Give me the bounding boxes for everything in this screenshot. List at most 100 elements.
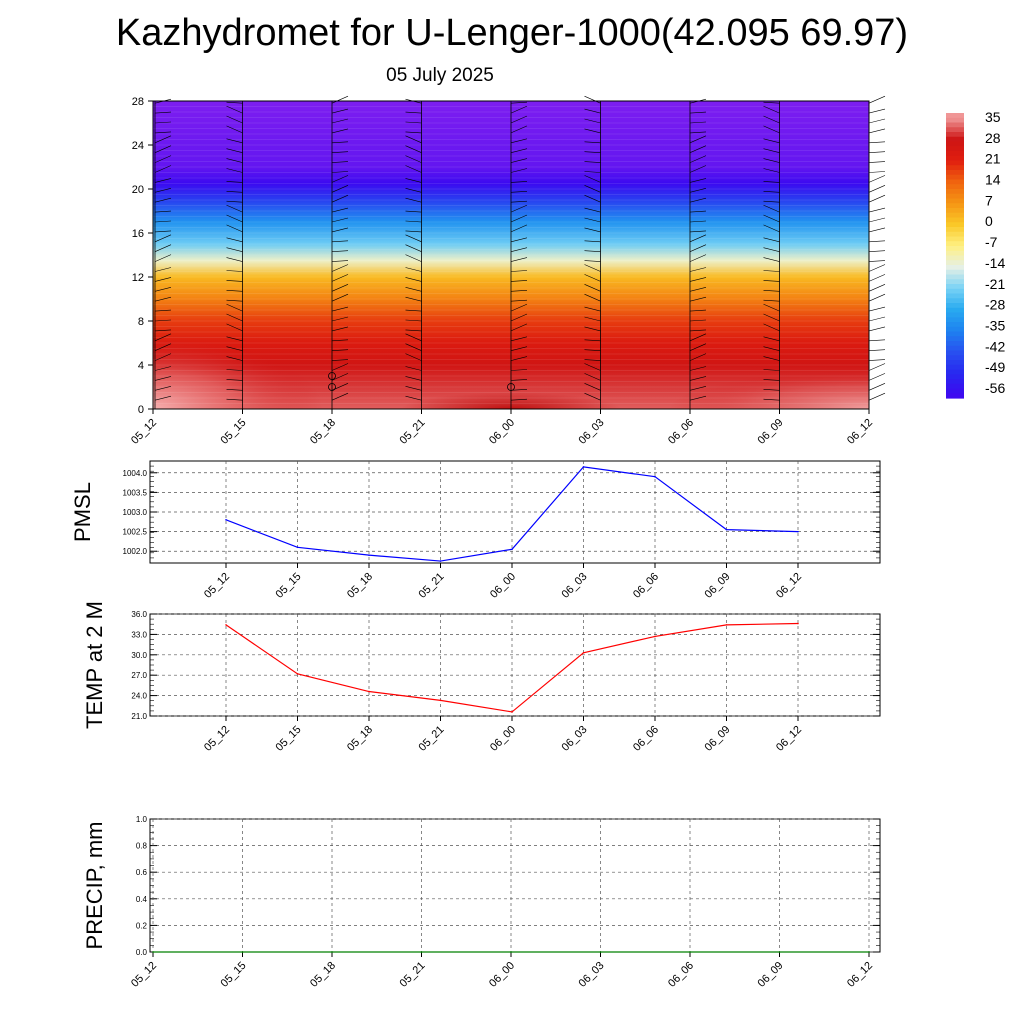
colorbar-swatch	[946, 122, 964, 128]
wind-barb	[154, 145, 172, 153]
wind-barb	[331, 284, 349, 292]
wind-barb	[154, 230, 172, 233]
wind-barb	[154, 178, 172, 183]
wind-barb	[868, 171, 886, 173]
wind-barb	[510, 398, 528, 401]
wind-barb	[689, 121, 707, 124]
colorbar-swatch	[946, 355, 964, 361]
x-tick-label: 05_12	[129, 417, 159, 447]
wind-barb	[689, 131, 707, 134]
wind-barb	[405, 287, 422, 292]
colorbar-swatch	[946, 279, 964, 285]
data-point	[510, 951, 512, 953]
wind-barb	[689, 395, 707, 401]
wind-barb	[868, 108, 886, 114]
colorbar-swatch	[946, 293, 964, 299]
wind-barb	[331, 227, 349, 233]
wind-barb	[584, 118, 601, 124]
wind-barb	[868, 326, 886, 332]
data-point	[296, 673, 299, 675]
data-point	[368, 690, 370, 693]
colorbar-swatch	[946, 274, 964, 280]
wind-barb	[154, 329, 172, 332]
wind-barb	[405, 131, 422, 134]
wind-barb	[154, 287, 172, 292]
wind-barb	[405, 333, 422, 342]
wind-barb	[154, 165, 172, 173]
wind-barb	[868, 118, 886, 124]
data-point	[439, 560, 442, 562]
wind-barb	[763, 181, 780, 183]
colorbar-swatch	[946, 322, 964, 328]
colorbar-swatch	[946, 298, 964, 304]
wind-barb	[763, 356, 780, 361]
wind-barb	[405, 353, 422, 361]
wind-barb	[763, 224, 780, 233]
colorbar-swatch	[946, 165, 964, 171]
y-tick-label: 1002.0	[123, 547, 148, 556]
colorbar-swatch	[946, 345, 964, 352]
panel-frame	[149, 818, 881, 953]
wind-barb	[584, 108, 601, 114]
wind-barb	[331, 95, 349, 104]
wind-barb	[689, 329, 707, 332]
colorbar-swatch	[946, 374, 964, 380]
wind-barb	[689, 254, 707, 262]
wind-barb	[868, 316, 886, 322]
wind-barb	[510, 181, 528, 183]
wind-barb	[405, 155, 422, 163]
data-point	[582, 651, 585, 654]
wind-barb	[331, 260, 349, 262]
data-point	[797, 530, 799, 533]
wind-barb	[868, 264, 886, 272]
wind-barb	[405, 329, 422, 332]
colorbar-swatch	[946, 170, 964, 176]
data-point	[599, 951, 602, 953]
wind-barb	[226, 323, 243, 332]
colorbar-swatch	[946, 184, 964, 190]
colorbar-swatch	[946, 350, 964, 356]
x-tick-label: 05_15	[219, 417, 249, 447]
data-point	[725, 624, 728, 626]
colorbar-swatch	[946, 241, 964, 247]
colorbar-swatch	[946, 307, 964, 314]
wind-barb	[226, 115, 243, 124]
colorbar-label: -42	[985, 338, 1005, 354]
y-tick-label: 0.0	[136, 948, 148, 957]
wind-barb	[154, 296, 172, 302]
wind-barb	[763, 270, 780, 272]
wind-barb	[405, 376, 422, 381]
y-tick-label: 8	[138, 316, 144, 328]
wind-barb	[331, 185, 349, 193]
wind-barb	[584, 128, 601, 134]
colorbar-swatch	[946, 255, 964, 261]
wind-barb	[331, 128, 349, 134]
y-tick-label: 16	[132, 228, 144, 240]
wind-barb	[868, 194, 886, 203]
wind-barb	[226, 257, 243, 262]
wind-barb	[226, 105, 243, 114]
wind-barb	[154, 386, 172, 391]
x-tick-label: 06_03	[577, 417, 607, 447]
wind-barb	[510, 204, 528, 213]
wind-barb	[763, 290, 780, 292]
y-tick-label: 30.0	[131, 651, 147, 660]
wind-barb	[584, 306, 601, 312]
wind-barbs	[154, 95, 886, 409]
wind-barb	[868, 392, 886, 401]
data-point	[582, 466, 585, 468]
wind-barb	[154, 343, 172, 351]
wind-barb	[226, 346, 243, 351]
colorbar-swatch	[946, 312, 964, 318]
colorbar-swatch	[946, 127, 964, 133]
colorbar-label: 7	[985, 192, 993, 208]
wind-barb	[763, 398, 780, 401]
colorbar-swatch	[946, 179, 964, 185]
y-tick-label: 1.0	[136, 815, 148, 824]
precip-panel: 0.0 0.2 0.4 0.6 0.8 1.0 05_12 05_15 05_18 05_21 06…	[82, 815, 881, 990]
wind-barb	[331, 359, 349, 361]
wind-barb	[154, 234, 172, 243]
y-tick-label: 0.4	[136, 895, 148, 904]
wind-barb	[689, 287, 707, 292]
colorbar-swatch	[946, 203, 964, 209]
